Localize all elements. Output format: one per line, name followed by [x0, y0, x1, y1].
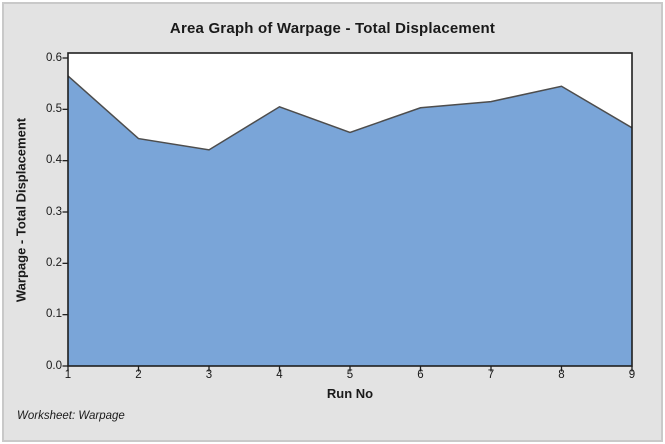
y-tick-label: 0.1: [46, 308, 62, 321]
axis-ticks: [62, 57, 633, 372]
x-tick-label: 3: [205, 369, 213, 381]
x-tick-label: 7: [487, 369, 495, 381]
y-tick-label: 0.5: [46, 102, 62, 115]
x-tick-label: 5: [346, 369, 354, 381]
area-outline: [67, 75, 633, 151]
y-axis-title: Warpage - Total Displacement: [13, 117, 29, 303]
y-tick-label: 0.0: [46, 359, 62, 372]
x-axis-title: Run No: [326, 386, 374, 401]
x-tick-label: 2: [135, 369, 142, 381]
y-tick-label: 0.6: [46, 51, 62, 64]
y-tick-label: 0.3: [46, 205, 62, 218]
area-series: [68, 75, 632, 366]
worksheet-note: Worksheet: Warpage: [17, 410, 125, 422]
x-tick-label: 8: [558, 369, 565, 381]
y-tick-label: 0.4: [46, 154, 62, 167]
y-tick-label: 0.2: [46, 256, 62, 269]
x-tick-label: 9: [628, 369, 636, 381]
x-tick-label: 6: [417, 369, 424, 381]
chart-title: Area Graph of Warpage - Total Displaceme…: [169, 20, 496, 37]
x-tick-label: 4: [276, 369, 283, 381]
x-tick-label: 1: [64, 369, 72, 381]
